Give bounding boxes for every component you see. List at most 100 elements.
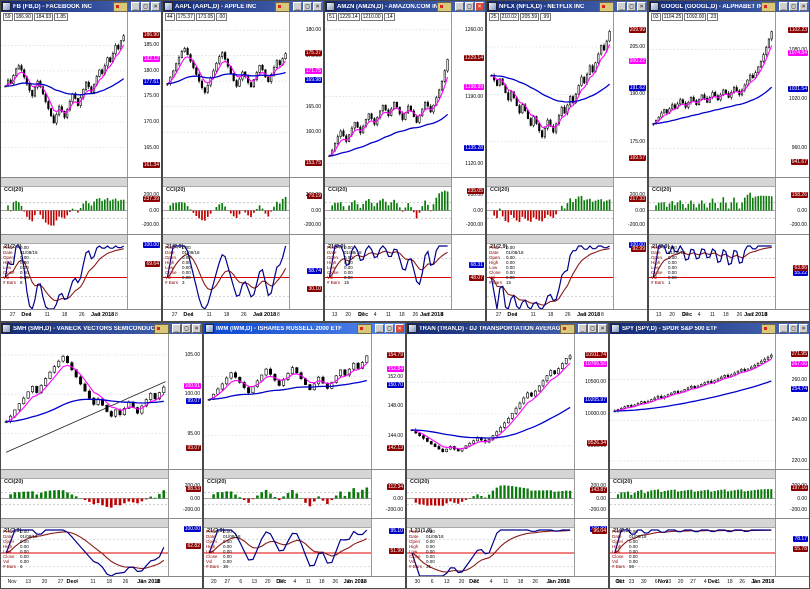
- maximize-button[interactable]: □: [789, 324, 798, 333]
- price-pane[interactable]: 1080.00 1020.00 960.00 1102.23 1074.84 1031.5…: [649, 12, 809, 177]
- cci-chart[interactable]: [325, 186, 452, 235]
- close-button[interactable]: ×: [395, 324, 404, 333]
- price-chart[interactable]: [204, 334, 372, 469]
- close-button[interactable]: ×: [598, 324, 607, 333]
- cci-chart[interactable]: [204, 478, 372, 519]
- chart-tool-button[interactable]: [761, 1, 776, 12]
- chart-tool-button[interactable]: [113, 1, 128, 12]
- minimize-button[interactable]: _: [779, 2, 788, 11]
- cci-chart[interactable]: [1, 186, 128, 235]
- price-chart[interactable]: [163, 12, 290, 177]
- window-titlebar[interactable]: TRAN (TRAN,D) - DJ TRANSPORTATION AVERAG…: [407, 323, 608, 334]
- stoch-chart[interactable]: [407, 527, 575, 580]
- maximize-button[interactable]: □: [465, 2, 474, 11]
- window-titlebar[interactable]: SPY (SPY,D) - SPDR S&P 500 ETF _ □ ×: [610, 323, 809, 334]
- close-button[interactable]: ×: [637, 2, 646, 11]
- stoch-chart[interactable]: [1, 243, 128, 313]
- stoch-chart[interactable]: [325, 243, 452, 313]
- cci-pane[interactable]: CCI(20) 200.00 0.00 -200.00 217.33: [487, 177, 647, 235]
- close-button[interactable]: ×: [313, 2, 322, 11]
- minimize-button[interactable]: _: [578, 324, 587, 333]
- cci-chart[interactable]: [163, 186, 290, 235]
- stoch-pane[interactable]: 21(2,9) Price 0.00 Date 01/08/18 Open 0.00 High…: [649, 234, 809, 313]
- cci-chart[interactable]: [649, 186, 776, 235]
- price-pane[interactable]: 205.00 190.00 175.00 209.99 200.22 191.62 169.…: [487, 12, 647, 177]
- stoch-pane[interactable]: 21(2,9) Price 0.00 Date 01/08/18 Open 0.00 High…: [487, 234, 647, 313]
- price-pane[interactable]: 10500.0010000.009500.0010911.7410766.561…: [407, 334, 608, 469]
- stoch-pane[interactable]: 21(2,9) Price 0.00 Date 01/08/18 Open 0.00 High…: [204, 518, 405, 580]
- maximize-button[interactable]: □: [141, 2, 150, 11]
- chart-tool-button[interactable]: [437, 1, 452, 12]
- stoch-pane[interactable]: 21(2,9) Price 0.00 Date 01/08/18 Open 0.00 High…: [610, 518, 809, 580]
- price-pane[interactable]: 180.00175.00170.00165.00160.00175.37171.…: [163, 12, 323, 177]
- price-chart[interactable]: [1, 334, 169, 469]
- chart-tool-button[interactable]: [599, 1, 614, 12]
- close-button[interactable]: ×: [799, 2, 808, 11]
- price-chart[interactable]: [325, 12, 452, 177]
- stoch-pane[interactable]: 21(2,9) Price 0.00 Date 01/08/18 Open 0.00 High…: [163, 234, 323, 313]
- price-chart[interactable]: [610, 334, 776, 469]
- cci-pane[interactable]: CCI(20) 200.00 0.00 -200.00 237.39: [1, 177, 161, 235]
- window-titlebar[interactable]: GOOGL (GOOGL,D) - ALPHABET INC _ □ ×: [649, 1, 809, 12]
- cci-chart[interactable]: [407, 478, 575, 519]
- stoch-pane[interactable]: 21(2,9) Price 0.00 Date 01/08/18 Open 0.00 High…: [1, 234, 161, 313]
- minimize-button[interactable]: _: [617, 2, 626, 11]
- window-titlebar[interactable]: IWM (IWM,D) - ISHARES RUSSELL 2000 ETF _ □…: [204, 323, 405, 334]
- cci-pane[interactable]: CCI(20) 200.00 0.00 -200.00 88.53: [1, 469, 202, 519]
- maximize-button[interactable]: □: [588, 324, 597, 333]
- chart-tool-button[interactable]: [275, 1, 290, 12]
- stoch-chart[interactable]: [163, 243, 290, 313]
- minimize-button[interactable]: _: [779, 324, 788, 333]
- maximize-button[interactable]: □: [182, 324, 191, 333]
- maximize-button[interactable]: □: [385, 324, 394, 333]
- price-pane[interactable]: 152.00 148.00 144.00 154.79 152.84 150.70 142.…: [204, 334, 405, 469]
- window-titlebar[interactable]: AMZN (AMZN,D) - AMAZON.COM INC _ □ ×: [325, 1, 485, 12]
- cci-chart[interactable]: [487, 186, 614, 235]
- price-chart[interactable]: [407, 334, 575, 469]
- stoch-chart[interactable]: [204, 527, 372, 580]
- window-titlebar[interactable]: NFLX (NFLX,D) - NETFLIX INC _ □ ×: [487, 1, 647, 12]
- window-titlebar[interactable]: AAPL (AAPL,D) - APPLE INC _ □ ×: [163, 1, 323, 12]
- stoch-chart[interactable]: [1, 527, 169, 580]
- price-chart[interactable]: [649, 12, 776, 177]
- minimize-button[interactable]: _: [455, 2, 464, 11]
- price-pane[interactable]: 105.00 100.00 95.00 100.91 99.07 93.07: [1, 334, 202, 469]
- price-pane[interactable]: 260.00 240.00 220.00 271.95 267.06 254.74: [610, 334, 809, 469]
- stoch-chart[interactable]: [610, 527, 776, 580]
- stoch-pane[interactable]: 21(2,9) Price 0.00 Date 01/08/18 Open 0.00 High…: [325, 234, 485, 313]
- price-chart[interactable]: [487, 12, 614, 177]
- cci-pane[interactable]: CCI(20) 200.00 0.00 -200.00 143.87: [407, 469, 608, 519]
- maximize-button[interactable]: □: [303, 2, 312, 11]
- chart-tool-button[interactable]: [357, 323, 372, 334]
- minimize-button[interactable]: _: [293, 2, 302, 11]
- close-button[interactable]: ×: [799, 324, 808, 333]
- stoch-chart[interactable]: [487, 243, 614, 313]
- maximize-button[interactable]: □: [627, 2, 636, 11]
- window-titlebar[interactable]: SMH (SMH,D) - VANECK VECTORS SEMICONDUCT…: [1, 323, 202, 334]
- price-chart[interactable]: [1, 12, 128, 177]
- chart-tool-button[interactable]: [560, 323, 575, 334]
- window-titlebar[interactable]: FB (FB,D) - FACEBOOK INC _ □ ×: [1, 1, 161, 12]
- price-pane[interactable]: 1260.00 1190.00 1120.00 1229.14 1198.99 1135.…: [325, 12, 485, 177]
- minimize-button[interactable]: _: [172, 324, 181, 333]
- cci-chart[interactable]: [610, 478, 776, 519]
- close-button[interactable]: ×: [475, 2, 484, 11]
- stoch-pane[interactable]: 1,21(1,9) Price 0.00 Date 01/08/18 Open 0.00 Hi…: [407, 518, 608, 580]
- minimize-button[interactable]: _: [375, 324, 384, 333]
- cci-pane[interactable]: CCI(20) 200.00 0.00 -200.00 235.05: [325, 177, 485, 235]
- maximize-button[interactable]: □: [789, 2, 798, 11]
- stoch-pane[interactable]: 21(2,9) Price 0.00 Date 01/08/18 Open 0.00 High…: [1, 518, 202, 580]
- stoch-chart[interactable]: [649, 243, 776, 313]
- minimize-button[interactable]: _: [131, 2, 140, 11]
- chart-tool-button[interactable]: [154, 323, 169, 334]
- close-button[interactable]: ×: [192, 324, 201, 333]
- price-pane[interactable]: 185.00 180.00 175.00 170.00 165.00 186.90 182.…: [1, 12, 161, 177]
- stoch-value-badge: 30.10: [307, 286, 322, 292]
- cci-chart[interactable]: [1, 478, 169, 519]
- chart-tool-button[interactable]: [761, 323, 776, 334]
- close-button[interactable]: ×: [151, 2, 160, 11]
